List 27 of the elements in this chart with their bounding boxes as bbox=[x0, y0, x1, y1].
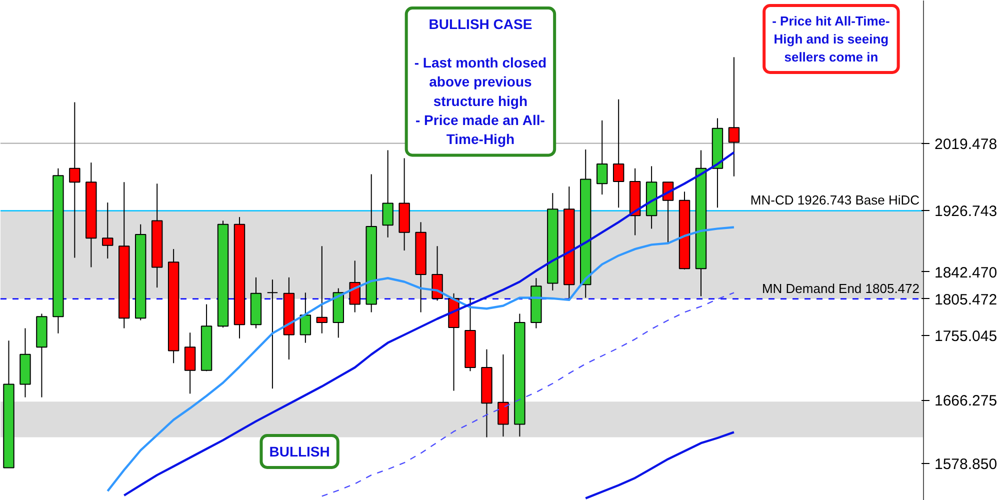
y-tick-label: 1805.472 bbox=[934, 291, 998, 308]
line-series bbox=[106, 226, 736, 492]
candlestick bbox=[69, 102, 80, 258]
candlestick bbox=[612, 98, 624, 208]
candlestick bbox=[300, 292, 312, 344]
annotation: BULLISH bbox=[269, 444, 330, 460]
candlestick bbox=[184, 332, 196, 394]
candlestick bbox=[266, 279, 278, 390]
y-tick-label: 1842.470 bbox=[934, 264, 998, 282]
candlestick bbox=[498, 354, 509, 438]
line-series bbox=[584, 431, 736, 500]
y-tick-label: 2019.478 bbox=[934, 136, 998, 153]
ref-line-label: MN-CD 1926.743 Base HiDC bbox=[750, 192, 920, 208]
y-tick-label: 1666.275 bbox=[934, 392, 998, 410]
annotation: - Price hit All-Time- High and is seeing sellers come in bbox=[772, 14, 890, 64]
candlestick bbox=[728, 56, 740, 177]
y-tick-label: 1755.045 bbox=[934, 328, 998, 345]
ref-line-label: MN Demand End 1805.472 bbox=[762, 280, 920, 296]
candlestick bbox=[596, 120, 608, 196]
y-tick-label: 1578.850 bbox=[934, 456, 998, 474]
line-series bbox=[123, 151, 736, 497]
candlestick bbox=[432, 246, 443, 302]
candlestick bbox=[102, 202, 114, 259]
text: BULLISH CASE - Last month closed above previous structure high - Price made an All- Time-High bbox=[414, 16, 547, 148]
candlestick bbox=[316, 246, 328, 334]
y-tick-label: 1926.743 bbox=[934, 203, 998, 220]
candlestick bbox=[382, 150, 394, 238]
